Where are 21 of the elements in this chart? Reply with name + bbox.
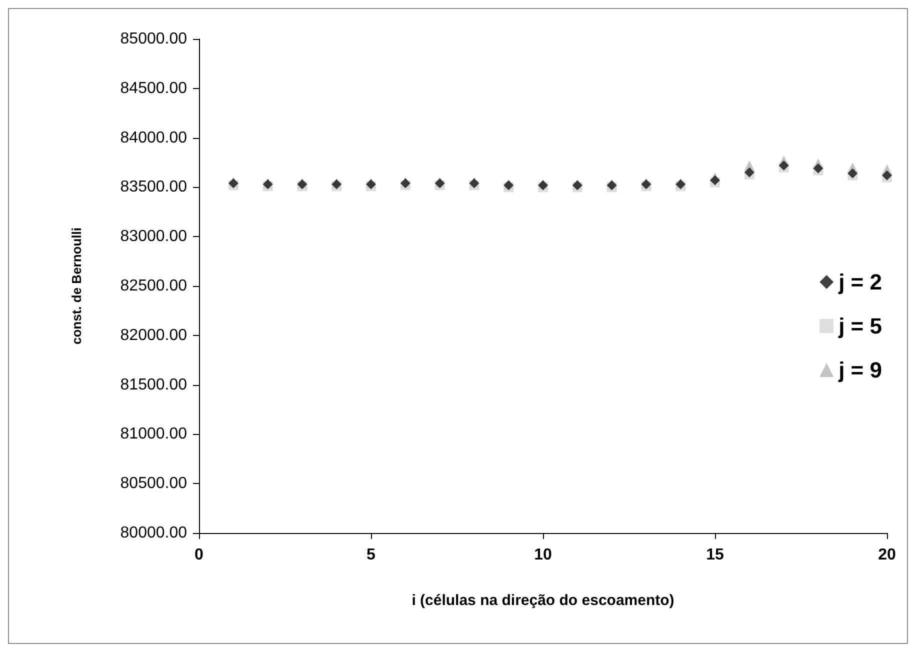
x-tick-label: 20	[878, 546, 896, 564]
y-tick-label: 80000.00	[120, 524, 188, 542]
y-tick-label: 83000.00	[120, 228, 188, 246]
y-tick-label: 80500.00	[120, 475, 188, 492]
x-tick-label: 5	[366, 546, 376, 564]
y-tick-label: 84000.00	[120, 129, 188, 146]
y-tick-label: 82500.00	[120, 278, 188, 294]
legend-label: j = 9	[838, 358, 882, 382]
y-tick-label: 81500.00	[120, 376, 188, 394]
legend-label: j = 5	[838, 314, 882, 338]
y-tick-label: 81000.00	[120, 426, 188, 443]
y-axis-title: const. de Bernoulli	[69, 227, 84, 345]
y-tick-label: 82000.00	[120, 326, 188, 344]
x-tick-label: 10	[534, 546, 552, 564]
x-axis-title: i (células na direção do escoamento)	[412, 592, 674, 609]
y-tick-label: 85000.00	[120, 30, 188, 48]
legend-label: j = 2	[838, 270, 882, 294]
y-tick-label: 84500.00	[120, 80, 188, 97]
y-tick-label: 83500.00	[120, 178, 188, 196]
x-tick-label: 0	[194, 546, 204, 564]
x-tick-label: 15	[706, 546, 724, 564]
